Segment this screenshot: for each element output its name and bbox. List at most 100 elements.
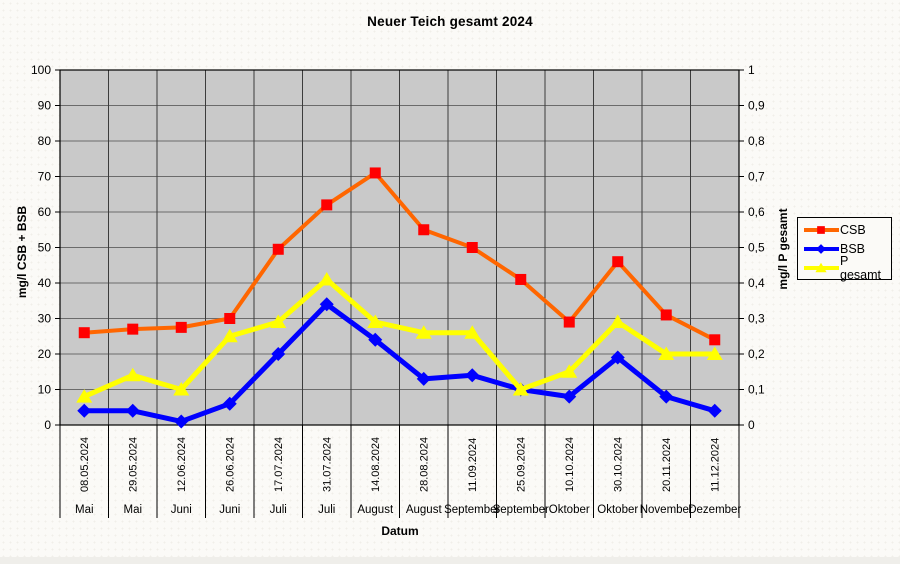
right-axis-tick-label: 0,3 bbox=[748, 312, 765, 326]
left-axis-tick-label: 50 bbox=[38, 241, 52, 255]
date-label: 11.09.2024 bbox=[467, 438, 479, 492]
date-label: 30.10.2024 bbox=[612, 437, 624, 492]
right-axis-tick-label: 0,4 bbox=[748, 276, 765, 290]
date-label: 25.09.2024 bbox=[515, 437, 527, 492]
date-label: 11.12.2024 bbox=[709, 438, 721, 492]
square-marker-icon bbox=[817, 225, 825, 234]
month-label: August bbox=[406, 504, 443, 516]
left-axis-tick-label: 80 bbox=[38, 134, 52, 148]
diamond-marker-icon bbox=[368, 332, 383, 347]
left-axis-tick-label: 20 bbox=[38, 347, 52, 361]
date-label: 10.10.2024 bbox=[564, 437, 576, 492]
month-label: Oktober bbox=[597, 504, 638, 516]
window-bottom-strip bbox=[0, 557, 900, 564]
legend-label-pgesamt: P gesamt bbox=[840, 253, 881, 282]
date-label: 14.08.2024 bbox=[370, 437, 382, 492]
triangle-marker-icon bbox=[124, 367, 141, 382]
axis-ticks: 100 190 0,980 0,870 0,760 0,650 0,540 0,430 0,32… bbox=[31, 63, 765, 432]
month-label: Dezember bbox=[688, 504, 741, 516]
right-axis-tick-label: 0,2 bbox=[748, 347, 765, 361]
legend-marker-bsb-icon bbox=[804, 243, 839, 254]
month-label: Juli bbox=[318, 504, 335, 516]
triangle-marker-icon bbox=[512, 382, 529, 396]
month-label: Juli bbox=[270, 504, 287, 516]
diamond-marker-icon bbox=[174, 414, 189, 429]
left-axis-tick-label: 10 bbox=[38, 383, 52, 397]
square-marker-icon bbox=[78, 327, 90, 339]
month-label: September bbox=[493, 504, 549, 516]
square-marker-icon bbox=[612, 256, 624, 268]
triangle-marker-icon bbox=[464, 325, 481, 339]
square-marker-icon bbox=[321, 199, 333, 211]
diamond-marker-icon bbox=[659, 389, 674, 404]
triangle-marker-icon bbox=[706, 346, 723, 360]
triangle-marker-icon bbox=[221, 328, 238, 343]
legend-label-bsb: BSB bbox=[840, 241, 866, 256]
legend-marker-pgesamt-icon bbox=[804, 262, 839, 272]
left-axis-tick-label: 100 bbox=[31, 63, 51, 77]
diamond-marker-icon bbox=[77, 403, 92, 418]
triangle-marker-icon bbox=[561, 364, 578, 378]
month-label: Mai bbox=[123, 504, 142, 516]
triangle-marker-icon bbox=[367, 314, 384, 329]
month-label: November bbox=[640, 504, 693, 516]
triangle-marker-icon bbox=[415, 325, 432, 339]
left-axis-tick-label: 0 bbox=[44, 418, 51, 432]
diamond-marker-icon bbox=[222, 396, 237, 411]
x-axis-title: Datum bbox=[381, 524, 419, 538]
square-marker-icon bbox=[466, 242, 478, 253]
right-axis-tick-label: 0,5 bbox=[748, 241, 765, 255]
right-axis-tick-label: 0,9 bbox=[748, 99, 765, 113]
triangle-marker-icon bbox=[76, 389, 93, 403]
month-label: August bbox=[357, 504, 394, 516]
diamond-marker-icon bbox=[816, 243, 826, 254]
triangle-marker-icon bbox=[658, 346, 675, 360]
date-label: 12.06.2024 bbox=[176, 437, 188, 492]
diamond-marker-icon bbox=[610, 350, 625, 365]
legend-label-csb: CSB bbox=[840, 222, 866, 237]
diamond-marker-icon bbox=[562, 389, 577, 404]
diamond-marker-icon bbox=[319, 297, 334, 312]
left-axis-tick-label: 60 bbox=[38, 205, 52, 219]
right-axis-tick-label: 0 bbox=[748, 418, 755, 432]
diamond-marker-icon bbox=[271, 347, 286, 361]
diamond-marker-icon bbox=[125, 403, 140, 418]
month-label: September bbox=[444, 504, 500, 516]
square-marker-icon bbox=[175, 321, 187, 333]
legend-item-csb: CSB bbox=[804, 221, 891, 239]
date-label: 29.05.2024 bbox=[127, 437, 139, 492]
right-axis-tick-label: 0,1 bbox=[748, 383, 765, 397]
legend-item-bsb: BSB bbox=[804, 240, 891, 258]
series-bsb bbox=[77, 297, 722, 429]
legend-item-pgesamt: P gesamt bbox=[804, 254, 891, 282]
square-marker-icon bbox=[515, 273, 527, 285]
diamond-marker-icon bbox=[416, 371, 431, 386]
month-label: Juni bbox=[171, 504, 192, 516]
right-axis-tick-label: 0,6 bbox=[748, 205, 765, 219]
diamond-marker-icon bbox=[465, 368, 480, 383]
square-marker-icon bbox=[563, 316, 575, 328]
triangle-marker-icon bbox=[815, 262, 827, 272]
date-label: 26.06.2024 bbox=[224, 437, 236, 492]
square-marker-icon bbox=[418, 224, 430, 236]
right-axis-tick-label: 1 bbox=[748, 63, 755, 77]
month-label: Oktober bbox=[549, 504, 590, 516]
left-axis-tick-label: 30 bbox=[38, 312, 52, 326]
left-axis-tick-label: 90 bbox=[38, 99, 52, 113]
triangle-marker-icon bbox=[270, 314, 287, 329]
triangle-marker-icon bbox=[173, 382, 190, 396]
legend: CSB BSB P gesamt bbox=[797, 217, 892, 282]
right-axis-tick-label: 0,8 bbox=[748, 134, 765, 148]
date-label: 08.05.2024 bbox=[79, 437, 91, 492]
square-marker-icon bbox=[127, 323, 139, 335]
date-label: 31.07.2024 bbox=[321, 437, 333, 492]
chart-title: Neuer Teich gesamt 2024 bbox=[367, 14, 533, 29]
date-label: 20.11.2024 bbox=[661, 438, 673, 492]
square-marker-icon bbox=[709, 334, 721, 346]
date-label: 17.07.2024 bbox=[273, 437, 285, 492]
left-axis-tick-label: 70 bbox=[38, 170, 52, 184]
legend-marker-csb-icon bbox=[804, 225, 839, 234]
month-label: Juni bbox=[219, 504, 240, 516]
